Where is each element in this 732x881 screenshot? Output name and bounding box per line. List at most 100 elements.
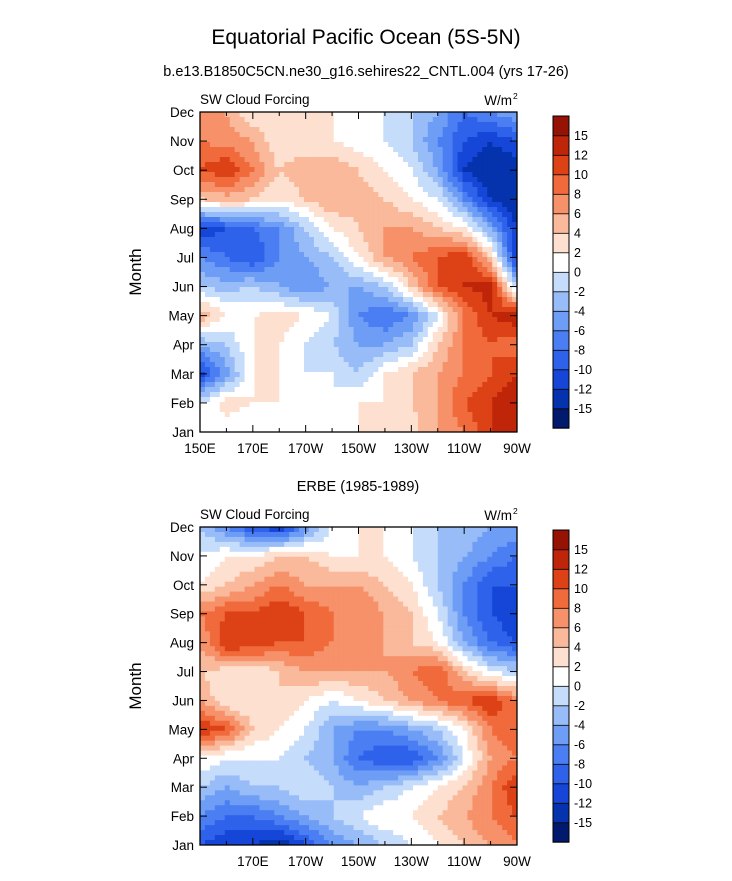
- contour-cell: [343, 227, 350, 233]
- contour-cell: [338, 167, 345, 173]
- contour-cell: [299, 277, 305, 283]
- contour-cell: [249, 187, 256, 193]
- contour-cell: [432, 551, 439, 558]
- contour-cell: [239, 147, 246, 153]
- contour-cell: [427, 312, 434, 318]
- contour-cell: [467, 267, 474, 273]
- contour-cell: [477, 576, 483, 583]
- contour-cell: [368, 122, 374, 128]
- contour-cell: [472, 541, 478, 548]
- contour-cell: [457, 142, 464, 148]
- contour-cell: [264, 282, 270, 288]
- contour-cell: [393, 267, 399, 273]
- contour-cell: [294, 282, 300, 288]
- contour-cell: [200, 551, 206, 558]
- contour-cell: [343, 556, 350, 563]
- contour-cell: [393, 117, 399, 123]
- contour-cell: [437, 352, 444, 358]
- contour-cell: [512, 212, 517, 218]
- contour-cell: [284, 227, 290, 233]
- contour-cell: [269, 172, 275, 178]
- contour-cell: [437, 422, 444, 428]
- contour-cell: [214, 117, 221, 123]
- contour-cell: [457, 362, 464, 368]
- contour-cell: [259, 362, 265, 368]
- contour-cell: [353, 317, 360, 323]
- contour-cell: [388, 352, 394, 358]
- contour-cell: [289, 197, 295, 203]
- contour-cell: [274, 541, 280, 548]
- contour-cell: [284, 112, 290, 118]
- contour-cell: [462, 162, 469, 168]
- contour-cell: [244, 202, 251, 208]
- contour-cell: [482, 247, 488, 253]
- contour-cell: [417, 157, 424, 163]
- contour-cell: [219, 142, 226, 148]
- contour-cell: [452, 277, 459, 283]
- contour-cell: [274, 561, 280, 568]
- contour-cell: [254, 382, 261, 388]
- contour-cell: [502, 242, 508, 248]
- contour-cell: [447, 217, 454, 223]
- contour-cell: [284, 407, 290, 413]
- contour-cell: [234, 362, 241, 368]
- contour-cell: [299, 167, 305, 173]
- contour-cell: [492, 377, 498, 383]
- contour-cell: [294, 262, 300, 268]
- contour-cell: [264, 392, 270, 398]
- contour-cell: [259, 212, 265, 218]
- contour-cell: [204, 147, 211, 153]
- contour-cell: [363, 267, 369, 273]
- contour-cell: [408, 132, 414, 138]
- y-tick-label: Oct: [173, 163, 194, 178]
- contour-cell: [408, 187, 414, 193]
- contour-cell: [472, 317, 478, 323]
- contour-cell: [507, 222, 513, 228]
- contour-cell: [323, 362, 330, 368]
- contour-cell: [378, 167, 384, 173]
- contour-cell: [254, 252, 261, 258]
- contour-cell: [502, 566, 508, 573]
- contour-cell: [487, 142, 493, 148]
- contour-cell: [467, 427, 474, 432]
- contour-cell: [234, 247, 241, 253]
- contour-cell: [308, 541, 315, 548]
- contour-cell: [502, 172, 508, 178]
- contour-cell: [492, 182, 498, 188]
- contour-cell: [398, 347, 404, 353]
- contour-cell: [353, 197, 360, 203]
- contour-cell: [432, 297, 439, 303]
- contour-cell: [200, 157, 206, 163]
- contour-cell: [333, 566, 340, 573]
- contour-cell: [492, 227, 498, 233]
- contour-cell: [279, 132, 285, 138]
- contour-cell: [318, 332, 325, 338]
- contour-cell: [472, 122, 478, 128]
- contour-cell: [274, 422, 280, 428]
- contour-cell: [472, 252, 478, 258]
- contour-cell: [219, 312, 226, 318]
- contour-cell: [452, 247, 459, 253]
- contour-cell: [457, 297, 464, 303]
- contour-cell: [289, 372, 295, 378]
- contour-cell: [239, 422, 246, 428]
- contour-cell: [422, 272, 429, 278]
- contour-cell: [437, 177, 444, 183]
- contour-cell: [214, 127, 221, 133]
- contour-cell: [388, 272, 394, 278]
- contour-cell: [333, 377, 340, 383]
- contour-cell: [214, 217, 221, 223]
- contour-cell: [427, 267, 434, 273]
- contour-cell: [264, 187, 270, 193]
- contour-cell: [323, 192, 330, 198]
- contour-cell: [373, 387, 379, 393]
- contour-cell: [269, 377, 275, 383]
- contour-cell: [353, 382, 360, 388]
- contour-cell: [422, 187, 429, 193]
- contour-cell: [363, 377, 369, 383]
- contour-cell: [234, 207, 241, 213]
- contour-cell: [437, 571, 444, 578]
- contour-cell: [487, 152, 493, 158]
- contour-cell: [274, 536, 280, 543]
- contour-cell: [209, 277, 216, 283]
